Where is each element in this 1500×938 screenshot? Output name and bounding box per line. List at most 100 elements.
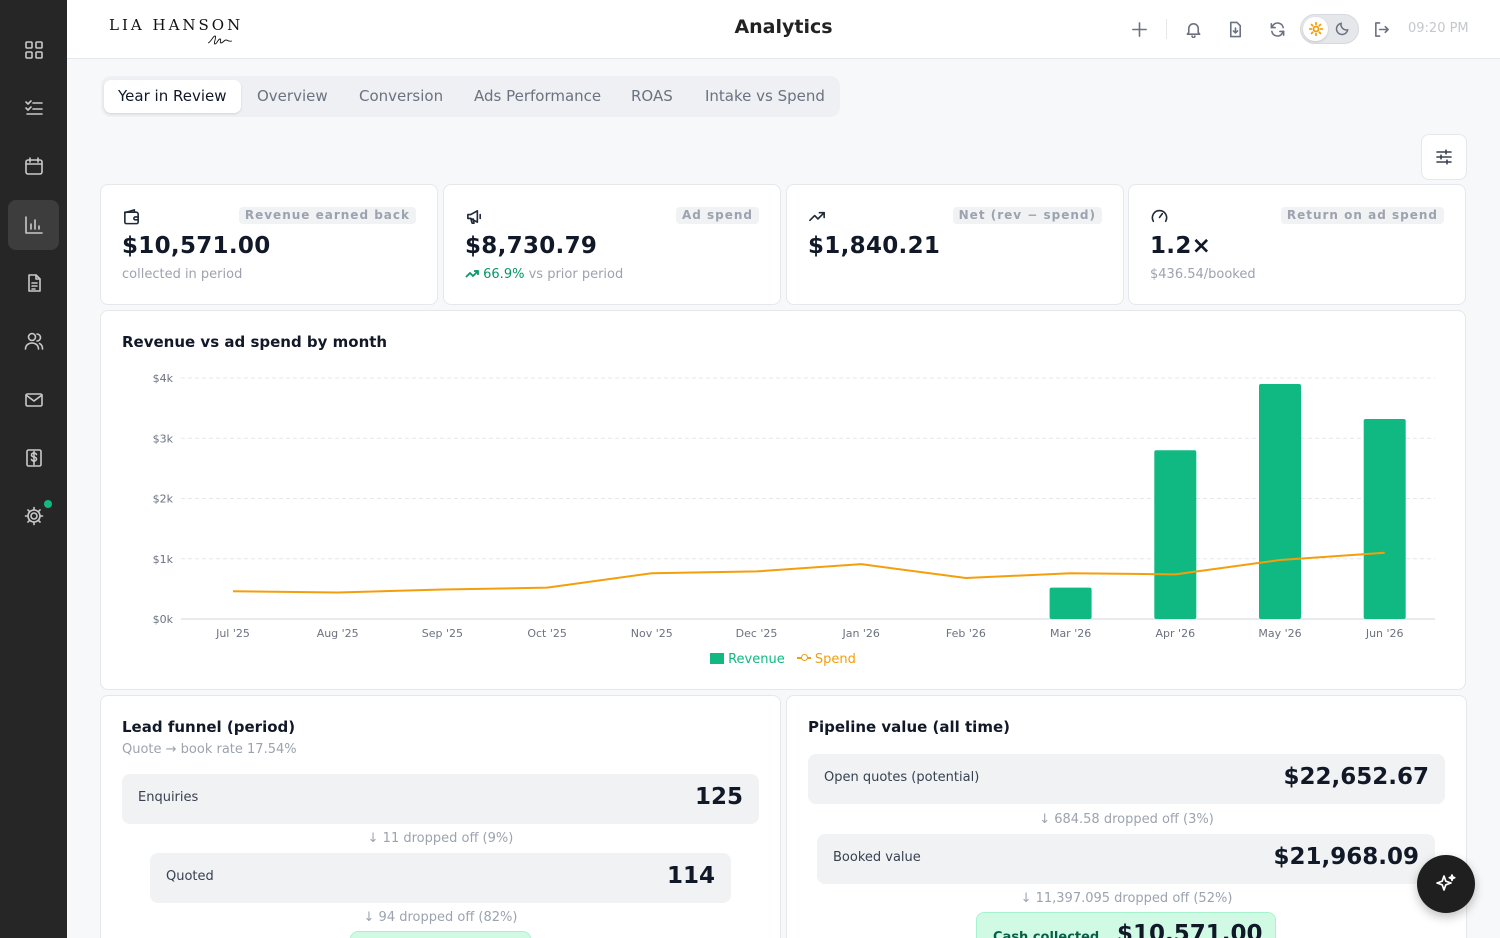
- sidebar-item-clients[interactable]: [8, 316, 59, 366]
- sidebar-item-tasks[interactable]: [8, 83, 59, 133]
- status-dot: [44, 500, 52, 508]
- kpi-label: Ad spend: [675, 207, 759, 224]
- revenue-bar: [1259, 384, 1301, 619]
- kpi-delta-caption: vs prior period: [528, 267, 624, 282]
- pipeline-row-value: $21,968.09: [1273, 844, 1419, 870]
- light-mode-option[interactable]: [1303, 17, 1328, 41]
- sidebar-item-documents[interactable]: [8, 258, 59, 308]
- funnel-title: Lead funnel (period): [122, 718, 296, 736]
- logout-icon: [1374, 21, 1389, 37]
- x-tick-label: Aug '25: [317, 627, 359, 640]
- legend-spend-label: Spend: [814, 652, 856, 667]
- funnel-row-label: Enquiries: [138, 790, 199, 805]
- tab-bar: Year in Review Overview Conversion Ads P…: [101, 76, 840, 117]
- sidebar-item-mail[interactable]: [8, 375, 59, 425]
- kpi-card-roas: Return on ad spend 1.2× $436.54/booked: [1128, 184, 1466, 305]
- dark-mode-option[interactable]: [1335, 21, 1351, 37]
- kpi-delta-value: 66.9%: [483, 267, 525, 282]
- wallet-icon: [122, 207, 142, 227]
- x-tick-label: Feb '26: [946, 627, 986, 640]
- document-icon: [27, 274, 41, 292]
- x-tick-label: Sep '25: [422, 627, 463, 640]
- tab-year-in-review[interactable]: Year in Review: [104, 80, 241, 113]
- legend-spend-swatch: [796, 653, 811, 663]
- y-tick-label: $1k: [153, 553, 174, 566]
- x-tick-label: Jun '26: [1365, 627, 1404, 640]
- tab-roas[interactable]: ROAS: [631, 87, 673, 105]
- tab-ads-performance[interactable]: Ads Performance: [474, 87, 602, 105]
- y-tick-label: $4k: [153, 372, 174, 385]
- trend-up-icon: [465, 270, 479, 278]
- refresh-button[interactable]: [1266, 18, 1288, 40]
- funnel-drop-note: ↓ 94 dropped off (82%): [363, 910, 518, 925]
- revenue-vs-spend-chart: $0k $1k $2k $3k $4k Jul '25 Aug '25 Sep '25 Oct …: [153, 372, 1435, 640]
- sun-icon: [1308, 22, 1323, 36]
- tab-intake-vs-spend[interactable]: Intake vs Spend: [705, 87, 825, 105]
- pipeline-title: Pipeline value (all time): [808, 718, 1010, 736]
- theme-toggle[interactable]: [1300, 14, 1359, 44]
- tab-conversion[interactable]: Conversion: [359, 87, 444, 105]
- logo[interactable]: LIA HANSON: [109, 14, 249, 48]
- kpi-card-revenue: Revenue earned back $10,571.00 collected…: [100, 184, 438, 305]
- kpi-value: $1,840.21: [808, 233, 941, 259]
- y-tick-label: $2k: [153, 493, 174, 506]
- refresh-icon: [1270, 21, 1284, 37]
- x-tick-label: May '26: [1258, 627, 1301, 640]
- funnel-row-value: 125: [694, 784, 743, 810]
- export-button[interactable]: [1224, 18, 1246, 40]
- dollar-receipt-icon: [25, 449, 42, 467]
- sidebar-item-billing[interactable]: [8, 433, 59, 483]
- funnel-row-quoted: Quoted 114: [150, 853, 731, 903]
- pipeline-row-label: Open quotes (potential): [824, 770, 980, 785]
- top-bar: LIA HANSON Analytics 09:20 PM: [67, 0, 1500, 59]
- sidebar-item-settings[interactable]: [8, 491, 59, 541]
- pipeline-row-booked-value: Booked value $21,968.09: [817, 834, 1435, 884]
- x-tick-label: Jan '26: [841, 627, 879, 640]
- tab-overview[interactable]: Overview: [257, 87, 328, 105]
- sliders-icon: [1436, 149, 1452, 165]
- notifications-button[interactable]: [1182, 18, 1204, 40]
- sparkles-icon: [1436, 874, 1456, 891]
- x-tick-label: Apr '26: [1156, 627, 1196, 640]
- kpi-value: $8,730.79: [465, 233, 598, 259]
- legend-revenue-swatch: [710, 653, 725, 664]
- legend-revenue[interactable]: Revenue: [710, 652, 785, 667]
- y-tick-label: $3k: [153, 432, 174, 445]
- x-tick-label: Mar '26: [1050, 627, 1091, 640]
- kpi-label: Net (rev − spend): [952, 207, 1102, 224]
- file-download-icon: [1229, 21, 1241, 37]
- logout-button[interactable]: [1370, 18, 1392, 40]
- pipeline-row-value: $22,652.67: [1283, 764, 1429, 790]
- plus-icon: [1131, 21, 1147, 37]
- revenue-bar: [1363, 418, 1406, 619]
- trend-up-icon: [808, 207, 828, 227]
- sidebar-item-dashboard[interactable]: [8, 25, 59, 75]
- gear-icon: [24, 506, 43, 526]
- revenue-bar: [1154, 450, 1197, 619]
- sidebar-item-analytics[interactable]: [8, 200, 59, 250]
- moon-icon: [1335, 22, 1349, 36]
- toolbar-divider: [1166, 19, 1167, 39]
- revenue-bar: [1049, 587, 1092, 619]
- pipeline-row-cash-collected: Cash collected $10,571.00: [976, 912, 1276, 938]
- funnel-row-enquiries: Enquiries 125: [122, 774, 759, 824]
- kpi-label: Revenue earned back: [238, 207, 416, 224]
- users-icon: [24, 332, 43, 350]
- filter-button[interactable]: [1421, 134, 1467, 180]
- mail-icon: [24, 393, 43, 407]
- page-title: Analytics: [734, 16, 833, 38]
- pipeline-row-label: Booked value: [833, 850, 921, 865]
- ai-assistant-button[interactable]: [1417, 855, 1475, 913]
- sidebar: [0, 0, 67, 938]
- funnel-row-label: Quoted: [166, 869, 214, 884]
- legend-revenue-label: Revenue: [728, 652, 785, 667]
- chart-legend: Revenue Spend: [101, 652, 1465, 667]
- bar-chart-icon: [24, 216, 43, 234]
- add-button[interactable]: [1128, 18, 1150, 40]
- bell-icon: [1186, 22, 1200, 38]
- pipeline-row-label: Cash collected: [993, 930, 1100, 938]
- sidebar-item-calendar[interactable]: [8, 141, 59, 191]
- pipeline-drop-note: ↓ 684.58 dropped off (3%): [1039, 812, 1214, 827]
- kpi-subtext: $436.54/booked: [1150, 267, 1256, 282]
- legend-spend[interactable]: Spend: [796, 652, 856, 667]
